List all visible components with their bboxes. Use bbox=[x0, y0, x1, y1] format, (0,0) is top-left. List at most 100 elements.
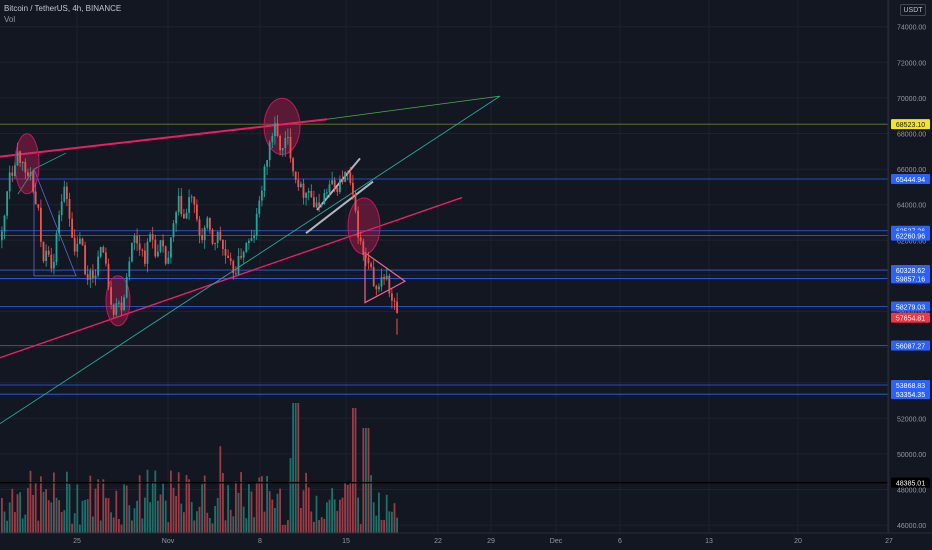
price-tick-label: 66000.00 bbox=[897, 167, 926, 174]
candle-body bbox=[258, 200, 261, 214]
candle-body bbox=[73, 237, 76, 252]
price-tick-label: 64000.00 bbox=[897, 203, 926, 210]
candle-body bbox=[172, 223, 175, 238]
candle-body bbox=[352, 182, 354, 195]
volume-bar bbox=[63, 510, 66, 533]
currency-label[interactable]: USDT bbox=[900, 4, 926, 16]
volume-bar bbox=[209, 518, 211, 533]
volume-bar bbox=[216, 497, 219, 533]
volume-bar bbox=[102, 479, 105, 533]
candle-body bbox=[313, 197, 315, 208]
volume-bar bbox=[222, 472, 224, 533]
volume-bar bbox=[136, 500, 138, 533]
candle-body bbox=[55, 233, 58, 262]
volume-bar bbox=[66, 471, 68, 533]
volume-bar bbox=[154, 470, 157, 533]
candle-body bbox=[320, 204, 323, 206]
volume-bar bbox=[50, 502, 53, 533]
candle-body bbox=[94, 275, 97, 279]
candle-body bbox=[136, 235, 138, 244]
volume-bar bbox=[16, 494, 19, 533]
candle-body bbox=[341, 179, 344, 182]
candle-body bbox=[154, 239, 157, 257]
candle-body bbox=[105, 252, 107, 264]
price-level-tag bbox=[891, 265, 930, 276]
candle-body bbox=[372, 267, 375, 286]
candle-body bbox=[281, 147, 284, 151]
candle-body bbox=[383, 277, 385, 280]
volume-bar bbox=[170, 470, 172, 533]
price-level-tag bbox=[891, 380, 930, 391]
volume-bar bbox=[367, 428, 370, 533]
volume-bar bbox=[180, 503, 183, 533]
candle-body bbox=[118, 302, 120, 304]
candle-body bbox=[97, 256, 99, 276]
volume-bar bbox=[253, 517, 255, 533]
volume-bar bbox=[297, 403, 300, 533]
candle-body bbox=[128, 261, 131, 277]
volume-bar bbox=[229, 509, 232, 533]
candle-body bbox=[336, 187, 339, 192]
price-level-tag-label: 58279.03 bbox=[896, 305, 925, 312]
volume-bar bbox=[352, 408, 354, 533]
volume-bar bbox=[89, 475, 92, 533]
volume-bar bbox=[32, 494, 34, 533]
volume-bar bbox=[227, 485, 229, 533]
candle-body bbox=[37, 204, 40, 208]
volume-bar bbox=[206, 512, 209, 533]
volume-bar bbox=[315, 495, 318, 533]
candle-body bbox=[151, 234, 154, 240]
volume-bar bbox=[375, 515, 378, 533]
candle-body bbox=[209, 217, 211, 230]
candle-body bbox=[164, 246, 167, 264]
candle-body bbox=[24, 161, 27, 173]
candle-body bbox=[362, 241, 365, 256]
time-tick-label: 22 bbox=[434, 538, 442, 545]
diagonal-trendline bbox=[0, 95, 501, 425]
price-level-tag bbox=[891, 119, 930, 130]
volume-bar bbox=[336, 510, 339, 533]
volume-bar bbox=[292, 403, 294, 533]
volume-bar bbox=[258, 477, 261, 533]
volume-bar bbox=[333, 499, 336, 533]
candle-body bbox=[279, 135, 281, 151]
volume-bar bbox=[281, 524, 284, 533]
volume-bar bbox=[391, 511, 393, 533]
candle-body bbox=[183, 214, 185, 219]
price-tick-label: 46000.00 bbox=[897, 523, 926, 530]
candle-body bbox=[339, 179, 341, 192]
volume-bar bbox=[79, 524, 81, 533]
candle-body bbox=[167, 257, 170, 264]
pattern-box bbox=[33, 168, 77, 277]
volume-bar bbox=[359, 524, 362, 533]
volume-bar bbox=[162, 483, 164, 533]
volume-bar bbox=[237, 492, 240, 533]
volume-bar bbox=[40, 476, 42, 533]
drawing-tools bbox=[0, 95, 501, 425]
candle-body bbox=[16, 151, 19, 166]
candle-body bbox=[76, 243, 79, 252]
volume-bar bbox=[84, 499, 86, 533]
volume-bar bbox=[164, 500, 167, 533]
volume-bar bbox=[263, 511, 266, 533]
volume-indicator-label[interactable]: Vol bbox=[4, 15, 16, 24]
candle-body bbox=[274, 123, 276, 137]
volume-bar bbox=[21, 518, 24, 533]
volume-bar bbox=[73, 513, 76, 533]
candle-body bbox=[29, 172, 32, 176]
volume-bar bbox=[354, 408, 357, 533]
volume-bar bbox=[271, 499, 274, 533]
volume-bar bbox=[133, 508, 136, 533]
symbol-title[interactable]: Bitcoin / TetherUS, 4h, BINANCE bbox=[4, 4, 122, 13]
volume-bar bbox=[159, 494, 162, 533]
price-tick-label: 68000.00 bbox=[897, 131, 926, 138]
volume-bar bbox=[8, 502, 11, 533]
volume-bar bbox=[261, 476, 263, 533]
volume-bar bbox=[128, 505, 131, 533]
price-axis: 74000.00 72000.00 70000.00 68000.00 66000.00… bbox=[887, 0, 930, 533]
volume-bar bbox=[115, 490, 118, 533]
candle-body bbox=[6, 191, 8, 216]
volume-bar bbox=[45, 489, 47, 533]
candle-body bbox=[66, 186, 68, 199]
